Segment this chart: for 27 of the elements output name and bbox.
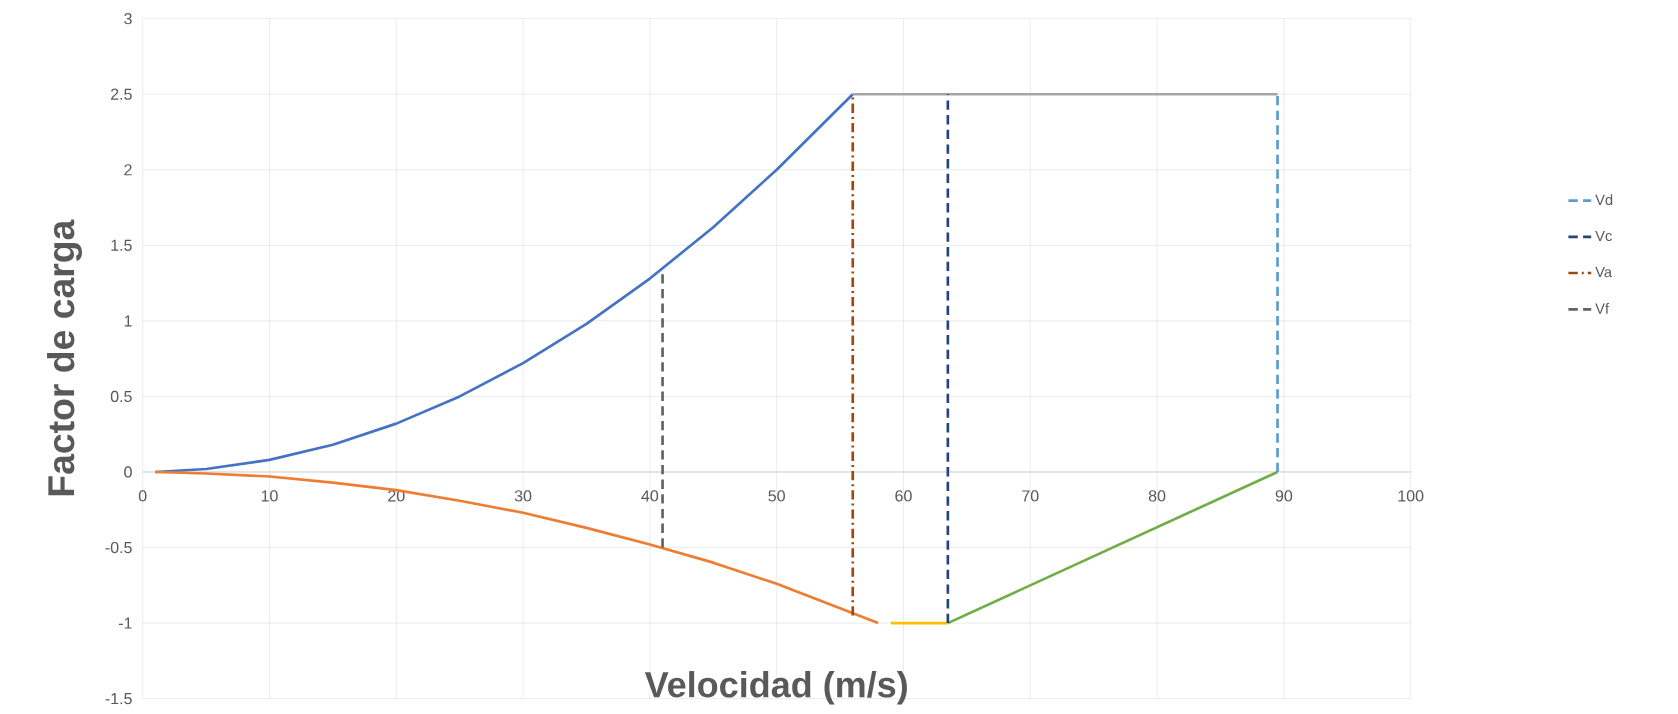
line-series: [154, 470, 880, 625]
x-tick-label: 90: [1275, 490, 1293, 502]
y-tick-label: -0.5: [105, 541, 132, 554]
x-tick-label: 80: [1148, 490, 1166, 502]
legend-label: Vf: [1595, 303, 1610, 314]
x-axis-title: Velocidad (m/s): [644, 671, 907, 705]
y-axis-title: Factor de carga: [47, 219, 82, 496]
x-tick-label: 100: [1398, 490, 1424, 502]
y-tick-label: 1: [124, 315, 132, 327]
x-tick-label: 10: [261, 490, 278, 502]
y-tick-label: 0: [124, 466, 132, 478]
x-tick-label: 70: [1022, 490, 1039, 502]
y-tick-label: 2.5: [111, 88, 132, 100]
x-tick-label: 40: [641, 490, 659, 502]
y-tick-label: 3: [124, 13, 132, 25]
legend-label: Va: [1595, 266, 1613, 278]
x-tick-label: 60: [895, 490, 912, 502]
x-tick-label: 50: [768, 490, 785, 502]
y-tick-label: -1.5: [105, 693, 132, 705]
y-tick-label: 0.5: [110, 390, 132, 403]
y-tick-label: -1: [118, 617, 132, 629]
x-tick-label: 0: [138, 490, 147, 502]
legend-label: Vd: [1595, 194, 1613, 206]
x-tick-label: 30: [514, 490, 532, 502]
y-tick-label: 1.5: [111, 239, 132, 251]
y-tick-label: 2: [124, 164, 132, 176]
legend-label: Vc: [1595, 230, 1612, 242]
